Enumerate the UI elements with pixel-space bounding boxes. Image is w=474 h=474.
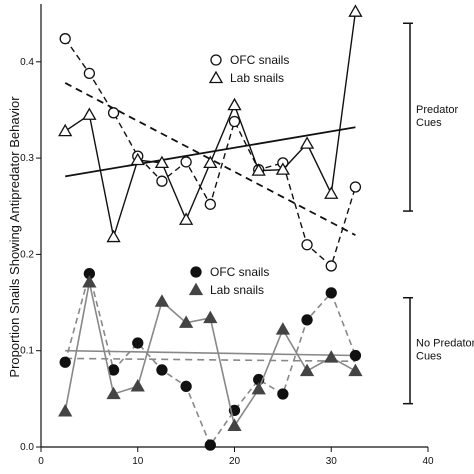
data-point: [82, 107, 97, 120]
data-point: [275, 162, 290, 175]
series-group: [59, 268, 362, 451]
data-point: [107, 364, 120, 376]
data-point: [203, 310, 218, 324]
data-point: [59, 33, 71, 45]
data-point: [301, 314, 313, 326]
data-point: [324, 350, 339, 363]
bracket-label-line: Cues: [416, 351, 442, 363]
data-point: [154, 155, 170, 169]
legend-marker: [188, 282, 204, 296]
data-point: [130, 379, 145, 392]
y-tick-label: 0.1: [20, 346, 34, 357]
y-axis-label: Proportion Snails Showing Antipredator B…: [7, 96, 22, 378]
data-point: [154, 294, 170, 307]
bracket-label-line: Cues: [416, 117, 442, 129]
data-point: [132, 337, 144, 349]
data-point: [325, 287, 337, 299]
data-point: [324, 186, 339, 199]
data-point: [299, 363, 315, 377]
legend: OFC snails Lab snails: [188, 265, 269, 297]
legend-marker: [208, 70, 224, 84]
data-point: [179, 315, 194, 328]
data-point: [227, 97, 242, 111]
data-point: [106, 229, 121, 243]
data-point: [301, 239, 313, 251]
series-group: [58, 4, 363, 243]
x-tick-label: 30: [326, 456, 338, 467]
y-tick-label: 0.4: [20, 57, 34, 68]
data-point: [130, 152, 145, 166]
bracket: Predator Cues: [403, 22, 459, 212]
data-point: [58, 123, 73, 137]
y-tick-label: 0.2: [20, 249, 34, 260]
data-point: [349, 349, 362, 362]
bracket-label-line: Predator: [416, 104, 459, 116]
data-point: [349, 181, 362, 193]
data-point: [203, 155, 218, 169]
data-point: [204, 439, 216, 451]
legend-label: Lab snails: [230, 71, 284, 85]
data-point: [204, 198, 216, 210]
y-tick-label: 0.0: [20, 442, 34, 453]
data-point: [251, 381, 266, 395]
data-point: [299, 136, 315, 149]
data-point: [83, 67, 96, 79]
y-tick-label: 0.3: [20, 153, 34, 164]
trend-line: [65, 357, 356, 363]
data-point: [275, 322, 290, 335]
data-point: [156, 175, 168, 187]
data-point: [82, 275, 97, 288]
data-point: [227, 418, 242, 431]
data-point: [106, 386, 121, 400]
data-point: [156, 364, 168, 376]
data-point: [107, 107, 120, 119]
data-point: [348, 363, 363, 377]
data-point: [325, 260, 337, 272]
legend-marker: [190, 266, 202, 278]
data-point: [348, 4, 363, 17]
trend-line: [65, 126, 356, 178]
x-tick-label: 0: [38, 456, 44, 467]
legend-label: OFC snails: [210, 265, 269, 279]
legend-label: Lab snails: [210, 283, 264, 297]
series-group: [58, 275, 363, 431]
data-point: [228, 115, 241, 128]
x-tick-label: 10: [132, 456, 144, 467]
data-point: [251, 163, 266, 176]
legend: OFC snails Lab snails: [208, 53, 289, 85]
x-tick-label: 20: [229, 456, 241, 467]
data-point: [277, 388, 289, 400]
bracket-label: Predator Cues: [416, 104, 459, 129]
data-point: [180, 380, 192, 392]
data-point: [58, 404, 73, 417]
data-point: [179, 212, 194, 225]
series-group: [59, 33, 362, 272]
data-point: [180, 156, 192, 168]
bracket-label: No Predator Cues: [416, 338, 474, 363]
legend-label: OFC snails: [230, 53, 289, 67]
x-tick-label: 40: [422, 456, 434, 467]
data-series: [58, 4, 363, 451]
bracket-label-line: No Predator: [416, 338, 474, 350]
legend-marker: [210, 54, 222, 66]
data-point: [59, 356, 71, 368]
axes: 0.0 0.1 0.2 0.3 0.4 0 10 20 30 40: [20, 4, 434, 467]
bracket: No Predator Cues: [403, 296, 474, 405]
trend-line: [65, 349, 356, 357]
legends: OFC snails Lab snails OFC snails Lab snails: [188, 53, 289, 297]
